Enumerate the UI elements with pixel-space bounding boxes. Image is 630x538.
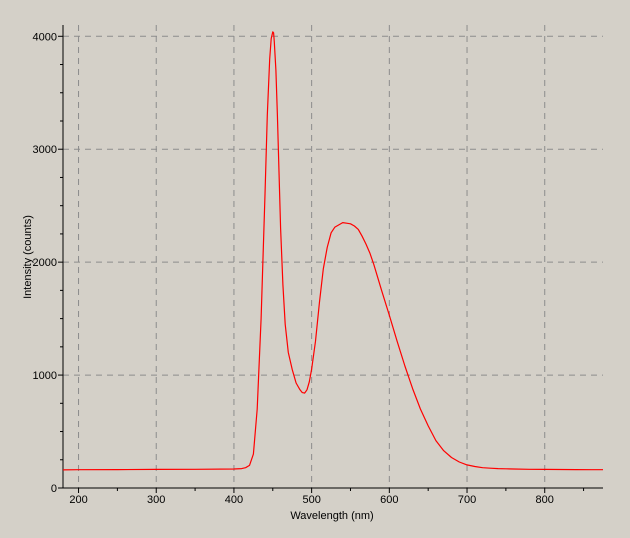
series-layer bbox=[62, 31, 603, 471]
y-tick-label: 0 bbox=[51, 483, 57, 495]
spectrum-line bbox=[62, 31, 603, 471]
x-tick-label: 300 bbox=[147, 494, 165, 506]
y-tick-label: 4000 bbox=[33, 31, 57, 43]
grid-layer bbox=[63, 25, 603, 488]
x-tick-label: 700 bbox=[458, 494, 476, 506]
x-tick-label: 600 bbox=[380, 494, 398, 506]
y-axis-label: Intensity (counts) bbox=[22, 215, 34, 299]
x-tick-label: 400 bbox=[225, 494, 243, 506]
y-tick-label: 2000 bbox=[33, 257, 57, 269]
x-tick-label: 500 bbox=[302, 494, 320, 506]
x-tick-label: 800 bbox=[536, 494, 554, 506]
x-axis-label: Wavelength (nm) bbox=[290, 510, 373, 522]
axis-layer: 200 300 400 500 600 700 800 0 1000 2000 3000 4000 bbox=[33, 25, 603, 506]
y-tick-label: 3000 bbox=[33, 144, 57, 156]
y-tick-label: 1000 bbox=[33, 370, 57, 382]
x-tick-label: 200 bbox=[69, 494, 87, 506]
